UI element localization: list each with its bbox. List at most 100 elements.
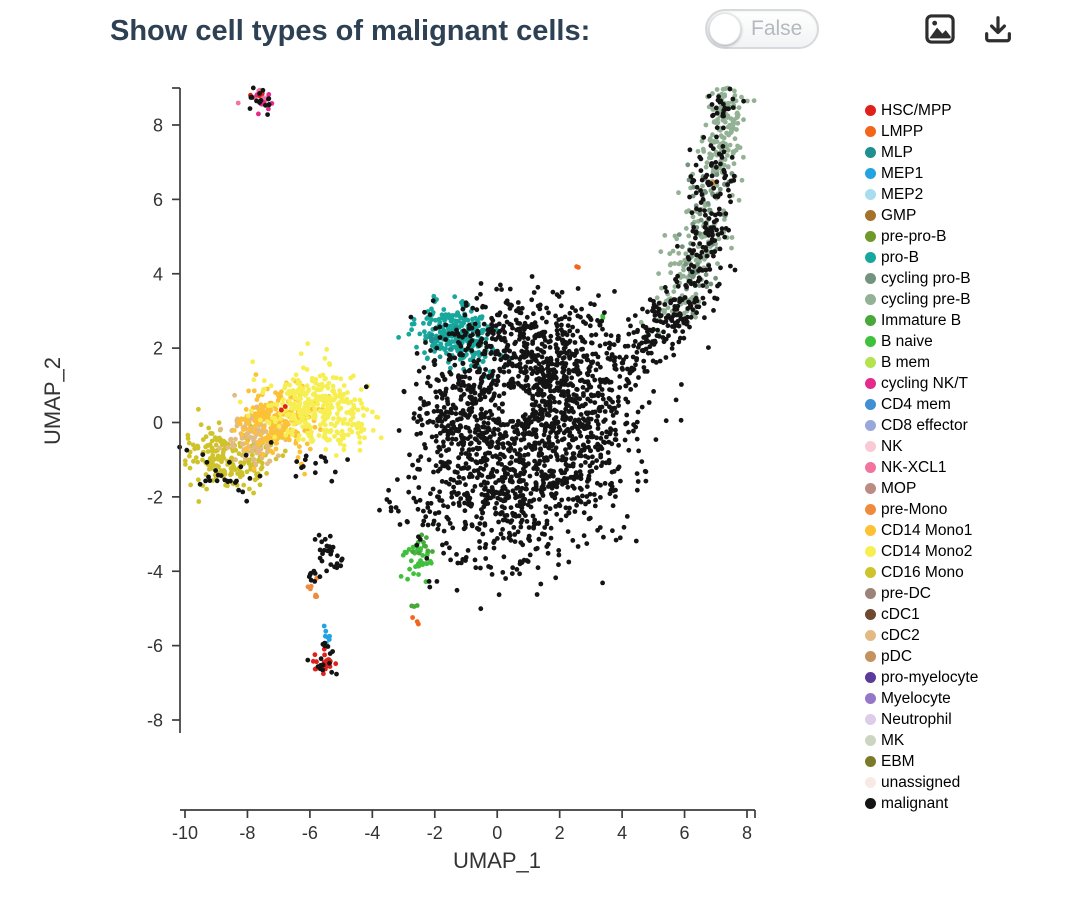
legend-item[interactable]: cDC2 [865, 625, 1077, 646]
x-tick-label: -10 [172, 823, 198, 843]
legend-label: MEP2 [881, 185, 924, 203]
legend-label: CD14 Mono1 [881, 521, 973, 539]
legend-swatch [865, 630, 876, 641]
legend-swatch [865, 126, 876, 137]
legend-item[interactable]: pro-B [865, 247, 1077, 268]
legend-item[interactable]: pre-pro-B [865, 226, 1077, 247]
legend-item[interactable]: Neutrophil [865, 709, 1077, 730]
legend-label: CD4 mem [881, 395, 951, 413]
legend-item[interactable]: MOP [865, 478, 1077, 499]
legend-swatch [865, 483, 876, 494]
legend-label: CD14 Mono2 [881, 542, 973, 560]
legend-item[interactable]: cycling pro-B [865, 268, 1077, 289]
scatter-points [177, 85, 757, 677]
legend-item[interactable]: pre-DC [865, 583, 1077, 604]
legend-item[interactable]: cycling pre-B [865, 289, 1077, 310]
x-axis-title: UMAP_1 [453, 848, 541, 873]
legend-item[interactable]: MK [865, 730, 1077, 751]
legend-swatch [865, 798, 876, 809]
legend-item[interactable]: MLP [865, 142, 1077, 163]
legend-label: cycling pre-B [881, 290, 971, 308]
legend-item[interactable]: CD16 Mono [865, 562, 1077, 583]
legend-label: pre-Mono [881, 500, 948, 518]
legend-label: MOP [881, 479, 917, 497]
legend-item[interactable]: NK [865, 436, 1077, 457]
legend-swatch [865, 588, 876, 599]
y-tick-label: 4 [153, 264, 163, 284]
download-button[interactable] [982, 13, 1014, 45]
y-tick-label: 2 [153, 339, 163, 359]
legend-item[interactable]: pro-myelocyte [865, 667, 1077, 688]
snapshot-button[interactable] [924, 13, 956, 45]
legend-swatch [865, 714, 876, 725]
legend-label: pDC [881, 647, 913, 665]
legend-swatch [865, 735, 876, 746]
legend-label: cycling pro-B [881, 269, 971, 287]
legend-item[interactable]: cDC1 [865, 604, 1077, 625]
y-tick-label: -2 [147, 487, 163, 507]
legend-item[interactable]: MEP1 [865, 163, 1077, 184]
legend-item[interactable]: HSC/MPP [865, 100, 1077, 121]
legend-item[interactable]: CD14 Mono1 [865, 520, 1077, 541]
legend-swatch [865, 546, 876, 557]
download-icon [985, 16, 1011, 43]
legend-item[interactable]: EBM [865, 751, 1077, 772]
legend-swatch [865, 273, 876, 284]
legend-item[interactable]: malignant [865, 793, 1077, 814]
legend-label: B naive [881, 332, 933, 350]
toggle-state-label: False [751, 17, 803, 40]
legend-swatch [865, 189, 876, 200]
legend-swatch [865, 357, 876, 368]
legend-swatch [865, 462, 876, 473]
legend-swatch [865, 567, 876, 578]
legend-swatch [865, 525, 876, 536]
legend-item[interactable]: LMPP [865, 121, 1077, 142]
legend-swatch [865, 315, 876, 326]
legend-label: GMP [881, 206, 917, 224]
x-tick-label: 0 [492, 823, 502, 843]
legend-item[interactable]: Myelocyte [865, 688, 1077, 709]
legend-item[interactable]: Immature B [865, 310, 1077, 331]
legend-item[interactable]: pDC [865, 646, 1077, 667]
legend-label: pre-pro-B [881, 227, 947, 245]
legend-item[interactable]: B naive [865, 331, 1077, 352]
legend-item[interactable]: pre-Mono [865, 499, 1077, 520]
legend-item[interactable]: B mem [865, 352, 1077, 373]
legend-swatch [865, 378, 876, 389]
legend-item[interactable]: CD4 mem [865, 394, 1077, 415]
legend-swatch [865, 147, 876, 158]
legend-item[interactable]: CD14 Mono2 [865, 541, 1077, 562]
legend-label: B mem [881, 353, 931, 371]
legend-label: MLP [881, 143, 913, 161]
plot-legend: HSC/MPP LMPP MLP MEP1 MEP2 GMP pre-pro-B pro-B c… [865, 100, 1077, 814]
legend-swatch [865, 105, 876, 116]
legend-swatch [865, 336, 876, 347]
legend-item[interactable]: NK-XCL1 [865, 457, 1077, 478]
x-tick-label: -6 [302, 823, 318, 843]
legend-item[interactable]: cycling NK/T [865, 373, 1077, 394]
legend-item[interactable]: unassigned [865, 772, 1077, 793]
legend-swatch [865, 651, 876, 662]
y-tick-label: 0 [153, 413, 163, 433]
legend-label: unassigned [881, 773, 961, 791]
legend-item[interactable]: CD8 effector [865, 415, 1077, 436]
x-tick-label: 2 [555, 823, 565, 843]
legend-label: cDC1 [881, 605, 920, 623]
legend-label: cDC2 [881, 626, 920, 644]
legend-swatch [865, 672, 876, 683]
legend-swatch [865, 609, 876, 620]
plot-modebar [924, 13, 1014, 45]
legend-label: EBM [881, 752, 915, 770]
legend-label: NK [881, 437, 903, 455]
legend-item[interactable]: GMP [865, 205, 1077, 226]
y-tick-label: -6 [147, 636, 163, 656]
legend-label: pro-B [881, 248, 919, 266]
malignant-cells-toggle[interactable]: False [705, 9, 819, 49]
legend-item[interactable]: MEP2 [865, 184, 1077, 205]
toggle-knob-icon [709, 13, 741, 45]
legend-label: Immature B [881, 311, 962, 329]
y-tick-label: -8 [147, 711, 163, 731]
legend-swatch [865, 252, 876, 263]
